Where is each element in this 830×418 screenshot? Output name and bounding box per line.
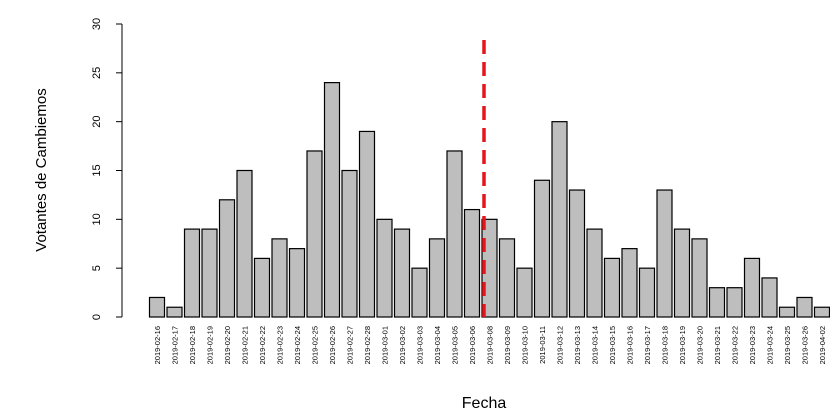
x-tick-label: 2019-02-23: [276, 326, 285, 364]
y-tick-label: 20: [91, 116, 103, 128]
x-tick-label: 2019-02-25: [311, 326, 320, 364]
x-tick-label: 2019-03-06: [468, 326, 477, 364]
bar: [726, 287, 743, 318]
y-tick-label: 25: [91, 67, 103, 79]
bar: [691, 238, 708, 318]
x-tick-label: 2019-03-05: [451, 326, 460, 364]
bar: [376, 218, 393, 318]
bar: [743, 257, 761, 318]
bar: [148, 296, 166, 318]
x-tick-label: 2019-03-26: [801, 326, 810, 364]
y-tick-label: 10: [91, 213, 103, 225]
bar: [358, 130, 376, 318]
bar: [218, 199, 236, 318]
bar: [323, 81, 341, 318]
bar: [201, 228, 218, 318]
x-tick-label: 2019-03-15: [608, 326, 617, 364]
x-tick-label: 2019-03-10: [521, 326, 530, 364]
bar: [271, 238, 288, 318]
bar: [236, 169, 253, 318]
bar: [428, 238, 446, 318]
x-tick-label: 2019-03-04: [433, 326, 442, 364]
x-tick-label: 2019-04-02: [818, 326, 827, 364]
x-tick-label: 2019-03-08: [486, 326, 495, 364]
x-tick-label: 2019-03-02: [398, 326, 407, 364]
x-tick-label: 2019-02-18: [188, 326, 197, 364]
bar: [446, 150, 463, 318]
bar: [306, 150, 323, 318]
y-tick-label: 0: [91, 314, 103, 320]
x-tick-label: 2019-02-16: [153, 326, 162, 364]
x-tick-label: 2019-03-12: [556, 326, 565, 364]
x-tick-label: 2019-03-11: [538, 326, 547, 364]
bar: [796, 296, 813, 318]
bar: [586, 228, 603, 318]
x-tick-label: 2019-02-17: [171, 326, 180, 364]
bar: [761, 277, 778, 318]
x-tick-label: 2019-03-23: [748, 326, 757, 364]
x-tick-label: 2019-03-25: [783, 326, 792, 364]
bar: [638, 267, 656, 318]
x-tick-label: 2019-03-13: [573, 326, 582, 364]
x-tick-label: 2019-03-03: [416, 326, 425, 364]
x-tick-label: 2019-02-24: [293, 326, 302, 364]
y-axis-label: Votantes de Cambiemos: [33, 88, 50, 251]
x-tick-label: 2019-02-19: [206, 326, 215, 364]
x-tick-label: 2019-03-01: [381, 326, 390, 364]
bar: [516, 267, 533, 318]
x-tick-label: 2019-03-18: [661, 326, 670, 364]
bar: [533, 179, 551, 318]
x-tick-label: 2019-02-27: [346, 326, 355, 364]
bar: [708, 287, 726, 318]
bar: [603, 257, 621, 318]
x-tick-label: 2019-02-20: [223, 326, 232, 364]
bar: [166, 306, 183, 318]
x-tick-label: 2019-02-22: [258, 326, 267, 364]
bar: [568, 189, 586, 318]
y-tick-label: 15: [91, 164, 103, 176]
bar: [393, 228, 411, 318]
bar: [253, 257, 271, 318]
bar: [551, 121, 568, 318]
bar: [411, 267, 428, 318]
x-tick-label: 2019-02-26: [328, 326, 337, 364]
bar: [498, 238, 516, 318]
y-tick-label: 5: [91, 265, 103, 271]
bar: [656, 189, 673, 318]
x-tick-label: 2019-03-17: [643, 326, 652, 364]
x-tick-label: 2019-03-21: [713, 326, 722, 364]
x-tick-label: 2019-03-22: [731, 326, 740, 364]
bar: [288, 248, 306, 318]
bar: [463, 208, 481, 318]
x-axis-label: Fecha: [462, 395, 507, 412]
bar: [621, 248, 638, 318]
y-tick-label: 30: [91, 18, 103, 30]
bar: [183, 228, 201, 318]
x-tick-label: 2019-03-16: [626, 326, 635, 364]
x-tick-label: 2019-03-20: [696, 326, 705, 364]
x-tick-label: 2019-03-19: [678, 326, 687, 364]
bar: [778, 306, 796, 318]
x-tick-label: 2019-03-09: [503, 326, 512, 364]
x-tick-label: 2019-03-24: [766, 326, 775, 364]
x-tick-label: 2019-03-14: [591, 326, 600, 364]
x-tick-label: 2019-02-21: [241, 326, 250, 364]
bar: [341, 169, 358, 318]
bar: [673, 228, 691, 318]
x-tick-label: 2019-02-28: [363, 326, 372, 364]
bar: [813, 306, 830, 318]
